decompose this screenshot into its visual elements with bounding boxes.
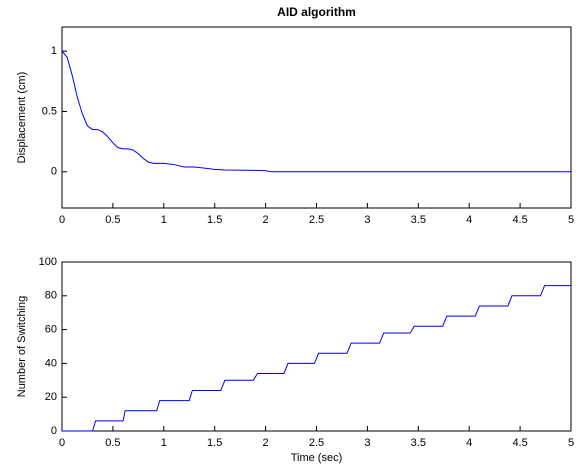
x-tick-label: 0.5 (105, 437, 120, 449)
y-tick-label: 0.5 (42, 105, 57, 117)
x-tick-label: 4 (466, 437, 472, 449)
axes-box (61, 26, 572, 209)
y-tick-label: 1 (51, 45, 57, 57)
y-axis-label: Number of Switching (16, 296, 28, 398)
x-axis-label: Time (sec) (291, 452, 343, 464)
x-tick-label: 3 (364, 214, 370, 226)
x-tick-label: 3 (364, 437, 370, 449)
data-line (61, 50, 571, 173)
x-tick-label: 1 (161, 214, 167, 226)
x-tick-label: 2 (263, 437, 269, 449)
y-tick-label: 0 (51, 425, 57, 437)
x-tick-label: 2.5 (309, 437, 324, 449)
data-line (62, 285, 571, 432)
x-tick-label: 0 (59, 214, 65, 226)
x-tick-label: 0 (59, 437, 65, 449)
y-tick-label: 0 (51, 166, 57, 178)
axes-box (61, 261, 572, 432)
y-axis-label: Displacement (cm) (16, 72, 28, 164)
y-tick-label: 20 (45, 391, 57, 403)
x-tick-label: 1.5 (207, 437, 222, 449)
y-tick-label: 80 (45, 290, 57, 302)
y-tick-label: 100 (39, 256, 57, 268)
x-tick-label: 4 (466, 214, 472, 226)
x-tick-label: 5 (568, 214, 574, 226)
x-tick-label: 3.5 (411, 437, 426, 449)
x-tick-label: 2 (263, 214, 269, 226)
x-tick-label: 1.5 (207, 214, 222, 226)
x-tick-label: 1 (161, 437, 167, 449)
y-tick-label: 60 (45, 324, 57, 336)
chart-title: AID algorithm (277, 5, 356, 19)
x-tick-label: 3.5 (411, 214, 426, 226)
x-tick-label: 0.5 (105, 214, 120, 226)
x-tick-label: 4.5 (512, 214, 527, 226)
x-tick-label: 5 (568, 437, 574, 449)
x-tick-label: 4.5 (512, 437, 527, 449)
x-tick-label: 2.5 (309, 214, 324, 226)
y-tick-label: 40 (45, 357, 57, 369)
